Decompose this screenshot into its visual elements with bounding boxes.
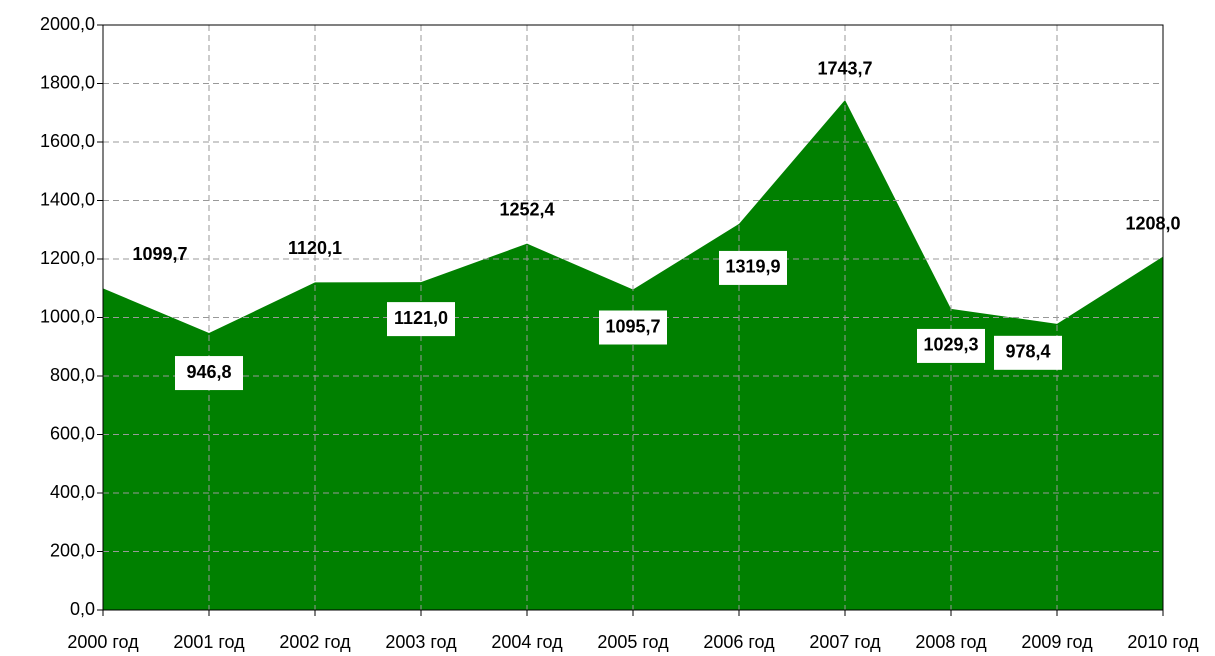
data-label: 1319,9: [725, 257, 780, 277]
x-tick-label: 2010 год: [1127, 632, 1199, 652]
label-box: [917, 328, 985, 363]
y-tick-label: 1400,0: [40, 189, 95, 209]
data-label: 1099,7: [132, 244, 187, 264]
data-label: 1029,3: [923, 335, 978, 355]
x-tick-label: 2000 год: [67, 632, 139, 652]
data-label: 1208,0: [1125, 213, 1180, 233]
x-tick-label: 2001 год: [173, 632, 245, 652]
x-tick-label: 2004 год: [491, 632, 563, 652]
y-tick-label: 0,0: [70, 599, 95, 619]
label-box: [719, 250, 787, 285]
y-tick-label: 1800,0: [40, 72, 95, 92]
x-tick-label: 2006 год: [703, 632, 775, 652]
label-box: [175, 356, 243, 391]
x-tick-label: 2008 год: [915, 632, 987, 652]
label-box: [994, 335, 1062, 370]
data-label: 1252,4: [499, 199, 554, 219]
y-tick-label: 1200,0: [40, 248, 95, 268]
y-tick-label: 2000,0: [40, 14, 95, 34]
label-box: [387, 302, 455, 337]
data-label: 1743,7: [817, 59, 872, 79]
x-tick-label: 2007 год: [809, 632, 881, 652]
y-tick-label: 200,0: [50, 540, 95, 560]
x-tick-label: 2009 год: [1021, 632, 1093, 652]
y-tick-label: 1600,0: [40, 131, 95, 151]
y-tick-label: 1000,0: [40, 306, 95, 326]
x-tick-label: 2002 год: [279, 632, 351, 652]
data-label: 1095,7: [605, 316, 660, 336]
data-label: 946,8: [186, 362, 231, 382]
x-tick-label: 2003 год: [385, 632, 457, 652]
data-label: 1121,0: [394, 308, 448, 328]
y-tick-label: 400,0: [50, 482, 95, 502]
data-label: 1120,1: [288, 238, 342, 258]
plot-frame: [102, 24, 1164, 611]
y-tick-label: 800,0: [50, 365, 95, 385]
label-box: [599, 310, 667, 345]
data-label: 978,4: [1005, 342, 1050, 362]
area: [103, 99, 1163, 611]
y-tick-label: 600,0: [50, 423, 95, 443]
x-tick-label: 2005 год: [597, 632, 669, 652]
